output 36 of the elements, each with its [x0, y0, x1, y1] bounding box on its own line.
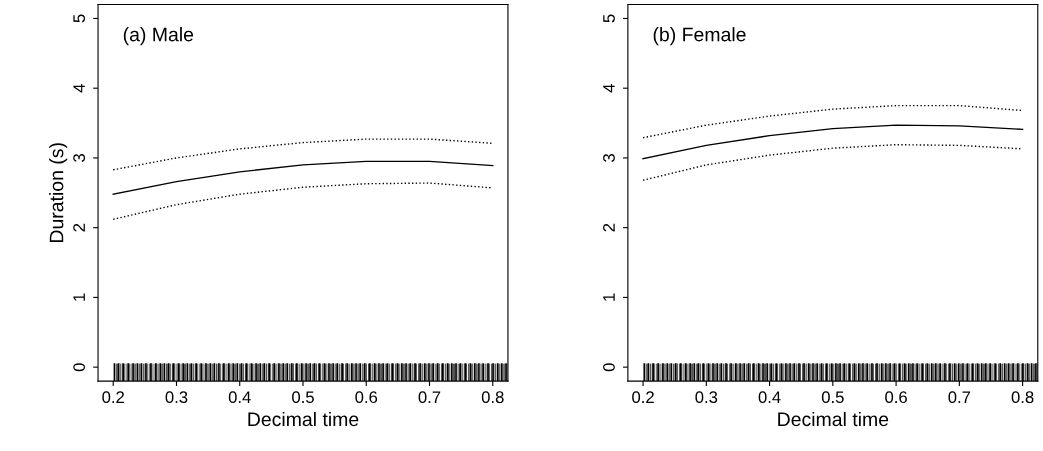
x-tick-label: 0.4 [758, 391, 781, 404]
x-tick-label: 0.6 [885, 391, 907, 404]
line-series [112, 182, 494, 220]
x-tick-label: 0.8 [481, 391, 504, 404]
y-tick-label: 2 [73, 223, 85, 232]
line-series [112, 160, 494, 195]
x-axis-title: Decimal time [248, 411, 359, 427]
x-tick-label: 0.3 [695, 391, 718, 404]
y-tick-label: 1 [603, 293, 615, 301]
y-tick-label: 3 [73, 154, 86, 162]
y-tick-label: 2 [603, 223, 615, 232]
y-tick-label: 4 [73, 84, 85, 93]
y-axis-title: Duration (s) [49, 143, 68, 242]
y-tick-label: 0 [603, 363, 615, 372]
y-tick-label: 1 [73, 293, 85, 301]
x-tick-label: 0.7 [948, 391, 971, 404]
y-tick-label: 0 [73, 363, 86, 372]
x-tick-label: 0.2 [102, 391, 124, 404]
text: (a) Male [123, 27, 194, 46]
x-tick-label: 0.3 [165, 391, 188, 404]
y-tick-label: 5 [73, 14, 86, 23]
x-tick-label: 0.5 [821, 391, 844, 404]
y-tick-label: 5 [603, 14, 615, 23]
x-tick-label: 0.6 [355, 391, 378, 404]
x-tick-label: 0.7 [418, 391, 441, 404]
line-series [112, 138, 494, 171]
line-series [642, 104, 1024, 139]
x-tick-label: 0.5 [292, 391, 314, 404]
line-series [642, 124, 1024, 160]
text: (b) Female [653, 27, 746, 46]
x-axis-title: Decimal time [778, 411, 889, 427]
x-tick-label: 0.2 [632, 391, 654, 404]
y-tick-label: 4 [603, 84, 615, 93]
x-tick-label: 0.4 [228, 391, 251, 404]
x-tick-label: 0.8 [1011, 391, 1034, 404]
y-tick-label: 3 [603, 154, 615, 162]
